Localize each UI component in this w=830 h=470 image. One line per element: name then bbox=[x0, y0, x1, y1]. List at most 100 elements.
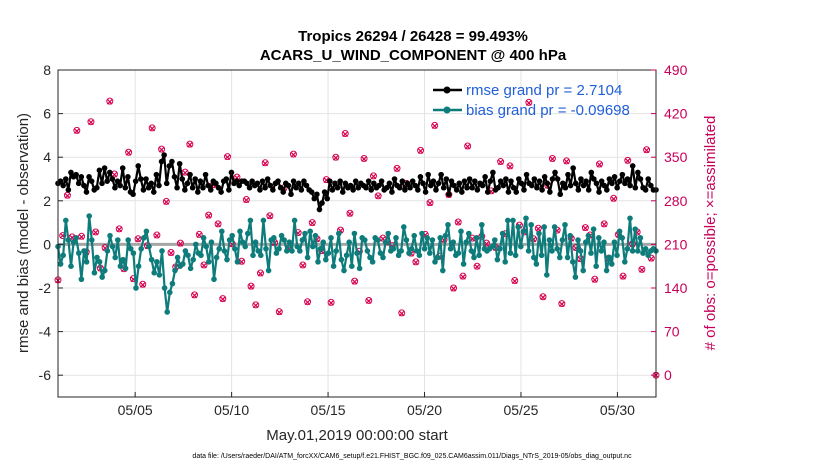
bias-point bbox=[518, 243, 524, 250]
rmse-point bbox=[189, 184, 196, 191]
rmse-point bbox=[570, 165, 576, 171]
bias-point bbox=[86, 213, 92, 219]
obs-possible-marker bbox=[158, 145, 166, 153]
bias-point bbox=[494, 256, 501, 263]
obs-assimilated-stroke bbox=[620, 273, 626, 280]
obs-assimilated-marker bbox=[460, 273, 466, 280]
obs-possible-marker bbox=[360, 154, 368, 162]
obs-possible-marker bbox=[261, 159, 269, 167]
rmse-point bbox=[391, 176, 398, 182]
rmse-point bbox=[112, 184, 118, 191]
obs-possible-marker bbox=[73, 126, 81, 134]
rmse-point bbox=[218, 189, 224, 195]
obs-assimilated-stroke bbox=[361, 156, 367, 162]
obs-possible-marker bbox=[153, 231, 161, 239]
rmse-point bbox=[523, 171, 530, 178]
rmse-point bbox=[588, 169, 595, 176]
bias-point bbox=[255, 248, 261, 254]
bias-point bbox=[263, 245, 269, 252]
bias-point bbox=[200, 235, 207, 241]
rmse-point bbox=[187, 171, 193, 178]
rmse-point bbox=[409, 178, 416, 184]
obs-assimilated-stroke bbox=[276, 309, 283, 316]
rmse-point bbox=[223, 176, 230, 182]
obs-assimilated-stroke bbox=[559, 301, 565, 308]
rmse-point bbox=[161, 152, 167, 158]
rmse-point bbox=[339, 189, 346, 195]
bias-series bbox=[55, 213, 659, 315]
bias-point bbox=[102, 267, 108, 274]
obs-possible-marker bbox=[431, 121, 439, 129]
x-axis-label: May.01,2019 00:00:00 start bbox=[266, 427, 448, 444]
bias-point bbox=[187, 265, 194, 272]
rmse-point bbox=[94, 184, 100, 191]
rmse-point bbox=[347, 182, 354, 189]
bias-point bbox=[338, 256, 345, 263]
obs-assimilated-marker bbox=[64, 192, 71, 199]
obs-assimilated-marker bbox=[347, 211, 353, 217]
y2-tick-label: 420 bbox=[664, 106, 688, 122]
bias-point bbox=[284, 248, 290, 254]
obs-assimilated-stroke bbox=[201, 262, 207, 269]
obs-possible-marker bbox=[148, 124, 156, 132]
rmse-point bbox=[482, 174, 488, 180]
rmse-point bbox=[446, 191, 452, 198]
bias-point bbox=[289, 248, 295, 254]
bias-point bbox=[180, 261, 186, 267]
rmse-point bbox=[420, 180, 426, 187]
rmse-point bbox=[422, 189, 429, 195]
rmse-point bbox=[83, 189, 90, 195]
rmse-point bbox=[596, 189, 602, 195]
rmse-point bbox=[275, 178, 281, 184]
bias-point bbox=[580, 267, 586, 274]
obs-possible-marker bbox=[459, 272, 467, 280]
obs-assimilated-marker bbox=[620, 273, 626, 280]
rmse-point bbox=[536, 178, 543, 184]
rmse-point bbox=[290, 178, 297, 184]
obs-possible-marker bbox=[351, 277, 359, 285]
plot-frame bbox=[57, 69, 657, 398]
obs-possible-marker bbox=[205, 211, 213, 219]
bias-point bbox=[193, 241, 199, 248]
rmse-point bbox=[138, 176, 144, 182]
obs-assimilated-marker bbox=[74, 128, 80, 134]
rmse-point bbox=[500, 182, 507, 189]
bias-point bbox=[528, 221, 534, 228]
bias-point bbox=[96, 259, 103, 265]
obs-assimilated-stroke bbox=[252, 302, 259, 309]
chart-title: Tropics 26294 / 26428 = 99.493% bbox=[298, 28, 528, 45]
bias-point bbox=[172, 267, 178, 274]
rmse-point bbox=[88, 178, 95, 184]
y-tick-label: -2 bbox=[39, 280, 52, 296]
rmse-point bbox=[469, 184, 475, 191]
bias-point bbox=[427, 250, 433, 256]
y-tick-label: 4 bbox=[43, 149, 51, 165]
obs-assimilated-stroke bbox=[610, 196, 617, 202]
bias-point bbox=[312, 232, 319, 239]
obs-assimilated-stroke bbox=[78, 234, 85, 240]
bias-point bbox=[533, 261, 540, 267]
obs-possible-marker bbox=[365, 296, 373, 304]
rmse-point bbox=[249, 178, 255, 184]
rmse-point bbox=[528, 182, 535, 189]
obs-possible-marker bbox=[341, 130, 349, 138]
y-tick-label: -4 bbox=[39, 324, 52, 340]
rmse-point bbox=[544, 180, 551, 187]
bias-point bbox=[562, 221, 568, 228]
obs-possible-marker bbox=[346, 209, 354, 217]
obs-assimilated-stroke bbox=[427, 200, 433, 207]
obs-possible-marker bbox=[247, 282, 255, 290]
obs-assimilated-marker bbox=[201, 262, 207, 269]
obs-possible-marker bbox=[332, 153, 340, 161]
obs-possible-marker bbox=[473, 262, 481, 270]
bias-point bbox=[302, 230, 308, 237]
rmse-point bbox=[490, 169, 496, 176]
bias-point bbox=[346, 239, 353, 246]
obs-assimilated-stroke bbox=[205, 212, 212, 219]
bias-point bbox=[377, 250, 384, 256]
rmse-point bbox=[285, 182, 292, 189]
obs-assimilated-marker bbox=[224, 154, 231, 161]
rmse-point bbox=[438, 171, 444, 178]
rmse-point bbox=[471, 178, 478, 184]
